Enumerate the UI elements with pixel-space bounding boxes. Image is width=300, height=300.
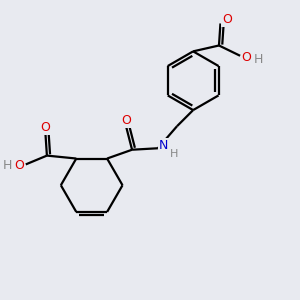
Text: O: O (222, 13, 232, 26)
Text: O: O (121, 114, 131, 127)
Text: H: H (254, 53, 263, 66)
Text: O: O (242, 51, 251, 64)
Text: O: O (40, 121, 50, 134)
Text: H: H (170, 148, 178, 158)
Text: H: H (3, 159, 12, 172)
Text: O: O (14, 159, 24, 172)
Text: N: N (159, 139, 169, 152)
